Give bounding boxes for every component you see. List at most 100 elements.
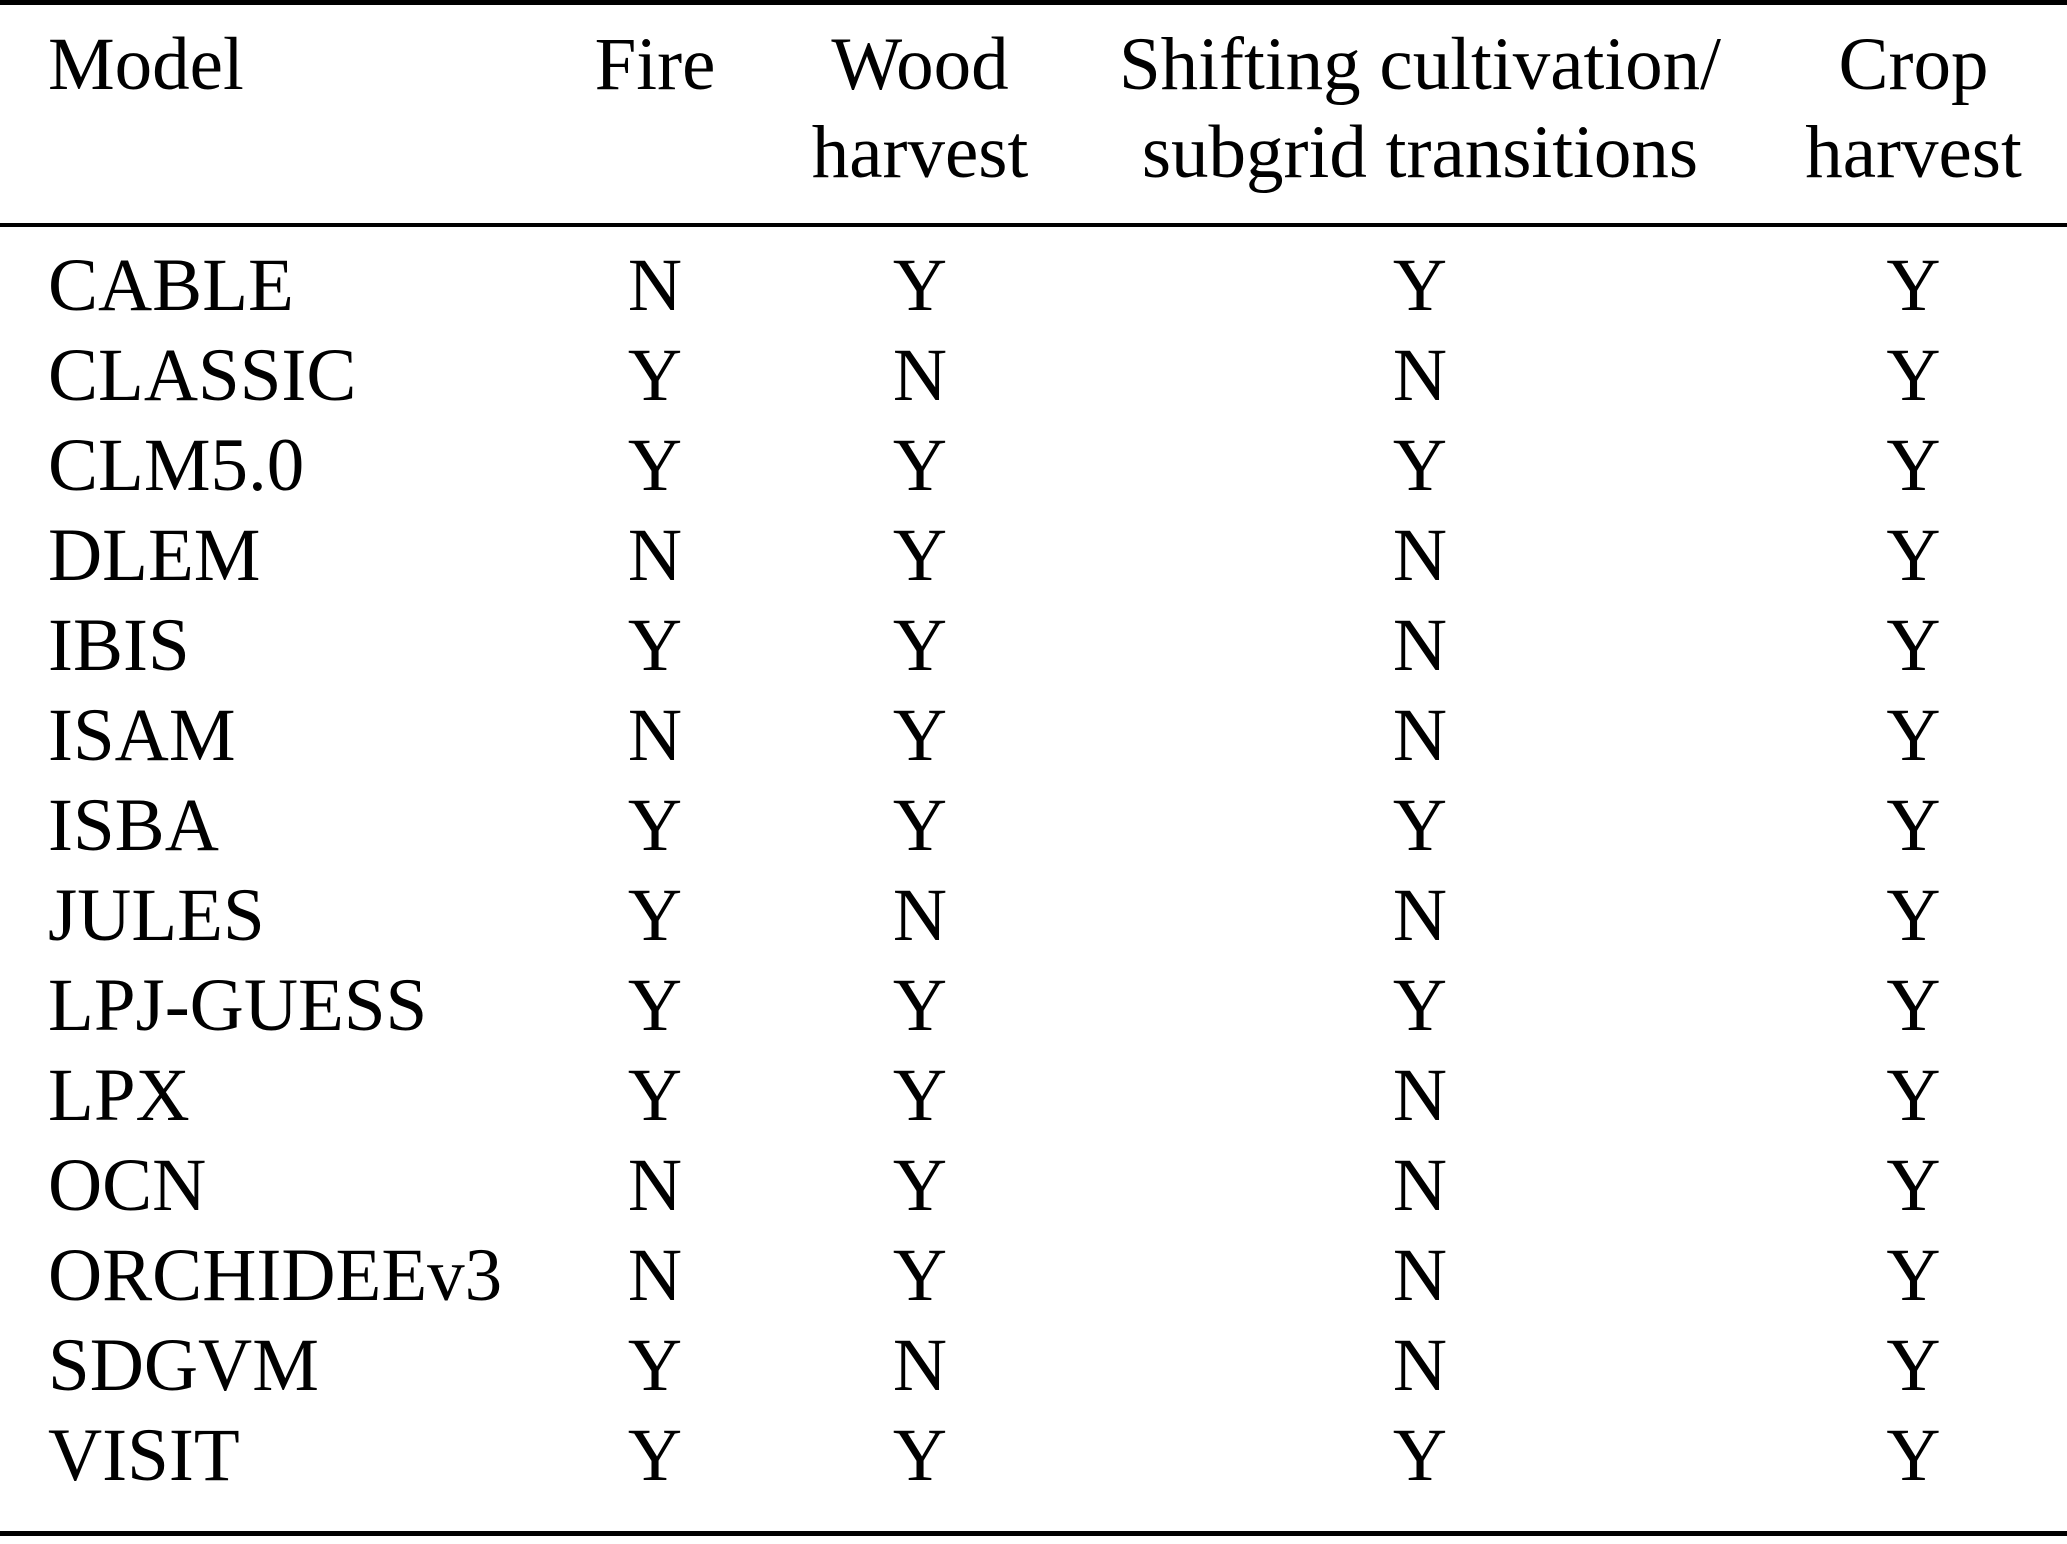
- cell-model: CLM5.0: [48, 423, 305, 507]
- col-header-crop-line2: harvest: [1805, 111, 2022, 194]
- cell-model: CABLE: [48, 243, 294, 327]
- cell-wood-harvest: Y: [892, 1233, 948, 1317]
- cell-shifting: Y: [1392, 1413, 1448, 1497]
- cell-shifting: Y: [1392, 783, 1448, 867]
- cell-fire: Y: [627, 963, 683, 1047]
- cell-crop-harvest: Y: [1886, 1233, 1941, 1317]
- cell-fire: N: [627, 1233, 683, 1317]
- table-row: ISBA Y Y Y Y: [0, 781, 2067, 871]
- cell-fire: Y: [627, 1413, 683, 1497]
- col-header-fire: Fire: [510, 2, 800, 227]
- cell-crop-harvest: Y: [1886, 333, 1941, 417]
- col-header-shifting-line1: Shifting cultivation/: [1118, 23, 1722, 106]
- table-row: DLEM N Y N Y: [0, 511, 2067, 601]
- cell-wood-harvest: N: [892, 333, 948, 417]
- table-row: CABLE N Y Y Y: [0, 225, 2067, 331]
- cell-crop-harvest: Y: [1886, 783, 1941, 867]
- cell-shifting: Y: [1392, 423, 1448, 507]
- col-header-model: Model: [0, 2, 510, 227]
- cell-wood-harvest: Y: [892, 423, 948, 507]
- cell-crop-harvest: Y: [1886, 1143, 1941, 1227]
- cell-wood-harvest: Y: [892, 513, 948, 597]
- table-row: IBIS Y Y N Y: [0, 601, 2067, 691]
- col-header-crop-line1: Crop: [1838, 23, 1989, 106]
- cell-wood-harvest: Y: [892, 1053, 948, 1137]
- cell-crop-harvest: Y: [1886, 603, 1941, 687]
- cell-wood-harvest: Y: [892, 693, 948, 777]
- cell-crop-harvest: Y: [1886, 963, 1941, 1047]
- table-row: SDGVM Y N N Y: [0, 1321, 2067, 1411]
- cell-fire: N: [627, 243, 683, 327]
- col-header-fire-label: Fire: [594, 23, 716, 106]
- cell-wood-harvest: Y: [892, 963, 948, 1047]
- cell-crop-harvest: Y: [1886, 1413, 1941, 1497]
- cell-wood-harvest: Y: [892, 243, 948, 327]
- cell-shifting: N: [1392, 513, 1448, 597]
- cell-wood-harvest: N: [892, 873, 948, 957]
- col-header-wood-harvest: Wood harvest: [800, 2, 1040, 227]
- cell-model: JULES: [48, 873, 265, 957]
- cell-fire: Y: [627, 1053, 683, 1137]
- cell-wood-harvest: Y: [892, 603, 948, 687]
- cell-crop-harvest: Y: [1886, 513, 1941, 597]
- cell-model: ISAM: [48, 693, 236, 777]
- cell-model: CLASSIC: [48, 333, 357, 417]
- table-header-row: Model Fire Wood harvest Shifting cultiva…: [0, 2, 2067, 227]
- cell-shifting: N: [1392, 1323, 1448, 1407]
- cell-wood-harvest: Y: [892, 783, 948, 867]
- cell-model: LPJ-GUESS: [48, 963, 428, 1047]
- cell-shifting: Y: [1392, 243, 1448, 327]
- cell-fire: N: [627, 693, 683, 777]
- cell-model: IBIS: [48, 603, 190, 687]
- cell-fire: Y: [627, 423, 683, 507]
- col-header-wood-line2: harvest: [811, 111, 1029, 194]
- cell-crop-harvest: Y: [1886, 423, 1941, 507]
- cell-crop-harvest: Y: [1886, 1323, 1941, 1407]
- cell-shifting: N: [1392, 1233, 1448, 1317]
- col-header-model-label: Model: [48, 23, 244, 106]
- cell-fire: N: [627, 1143, 683, 1227]
- cell-model: SDGVM: [48, 1323, 319, 1407]
- cell-wood-harvest: N: [892, 1323, 948, 1407]
- col-header-shifting-line2: subgrid transitions: [1141, 111, 1699, 194]
- cell-crop-harvest: Y: [1886, 873, 1941, 957]
- cell-model: DLEM: [48, 513, 261, 597]
- table-body: CABLE N Y Y Y CLASSIC Y N N Y CLM5.0 Y Y…: [0, 225, 2067, 1534]
- cell-fire: Y: [627, 603, 683, 687]
- cell-shifting: N: [1392, 603, 1448, 687]
- cell-shifting: N: [1392, 1143, 1448, 1227]
- cell-shifting: N: [1392, 333, 1448, 417]
- table-row: CLM5.0 Y Y Y Y: [0, 421, 2067, 511]
- cell-crop-harvest: Y: [1886, 693, 1941, 777]
- col-header-shifting-cultivation: Shifting cultivation/ subgrid transition…: [1040, 2, 1800, 227]
- table-row: OCN N Y N Y: [0, 1141, 2067, 1231]
- cell-model: LPX: [48, 1053, 190, 1137]
- cell-shifting: N: [1392, 693, 1448, 777]
- cell-model: OCN: [48, 1143, 207, 1227]
- cell-wood-harvest: Y: [892, 1413, 948, 1497]
- table-row: LPJ-GUESS Y Y Y Y: [0, 961, 2067, 1051]
- table-row: ORCHIDEEv3 N Y N Y: [0, 1231, 2067, 1321]
- cell-fire: Y: [627, 1323, 683, 1407]
- cell-fire: Y: [627, 873, 683, 957]
- table-row: JULES Y N N Y: [0, 871, 2067, 961]
- cell-fire: N: [627, 513, 683, 597]
- cell-wood-harvest: Y: [892, 1143, 948, 1227]
- table-row: CLASSIC Y N N Y: [0, 331, 2067, 421]
- cell-shifting: N: [1392, 1053, 1448, 1137]
- cell-model: ISBA: [48, 783, 219, 867]
- cell-fire: Y: [627, 333, 683, 417]
- cell-crop-harvest: Y: [1886, 243, 1941, 327]
- cell-model: VISIT: [48, 1413, 240, 1497]
- cell-shifting: N: [1392, 873, 1448, 957]
- col-header-crop-harvest: Crop harvest: [1800, 2, 2067, 227]
- table-row: ISAM N Y N Y: [0, 691, 2067, 781]
- table-row: LPX Y Y N Y: [0, 1051, 2067, 1141]
- cell-shifting: Y: [1392, 963, 1448, 1047]
- cell-model: ORCHIDEEv3: [48, 1233, 503, 1317]
- table-row: VISIT Y Y Y Y: [0, 1411, 2067, 1534]
- cell-crop-harvest: Y: [1886, 1053, 1941, 1137]
- col-header-wood-line1: Wood: [831, 23, 1009, 106]
